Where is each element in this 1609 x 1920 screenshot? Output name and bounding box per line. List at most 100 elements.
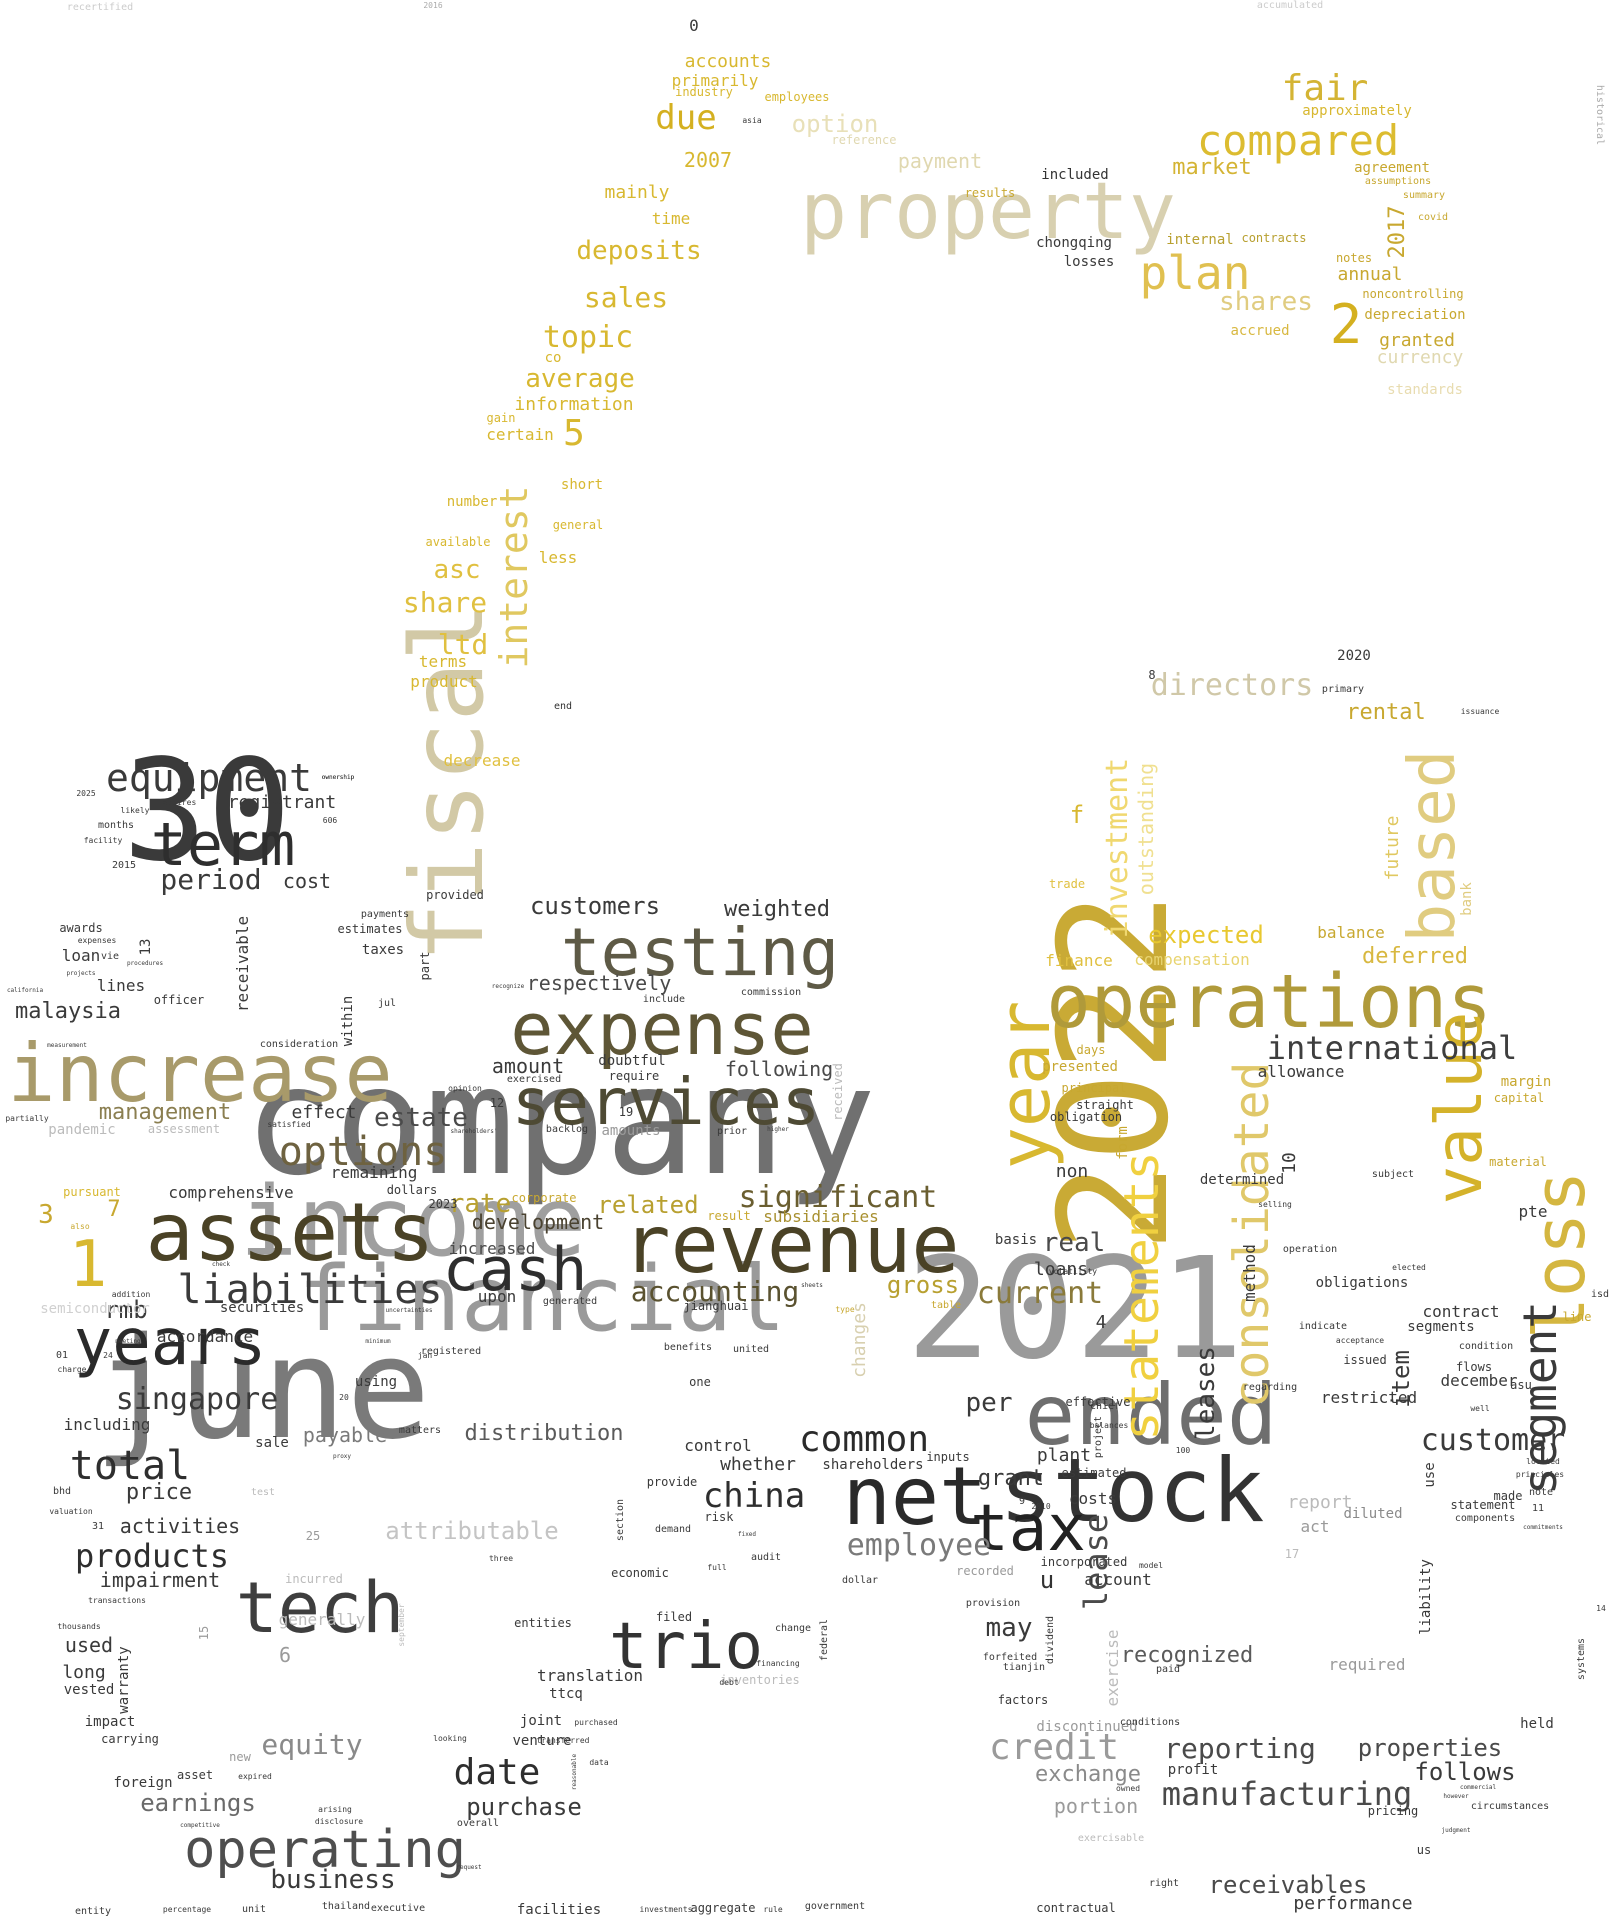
word-exercisable: exercisable [1077, 1833, 1145, 1844]
word-30: 30 [122, 730, 292, 893]
word-officer: officer [153, 993, 205, 1007]
word-rental: rental [1346, 700, 1426, 725]
word-addition: addition [111, 1290, 151, 1299]
word-also: also [70, 1222, 90, 1231]
word-accumulated: accumulated [1256, 0, 1324, 11]
word-recognized: recognized [1120, 1643, 1254, 1668]
word-long: long [62, 1662, 106, 1683]
word-business: business [270, 1865, 396, 1895]
word-exercise: exercise [1103, 1629, 1122, 1707]
word-14: 14 [1596, 1604, 1606, 1613]
word-11: 11 [1531, 1503, 1545, 1514]
word-sheets: sheets [801, 1282, 823, 1289]
word-4: 4 [1095, 1312, 1107, 1333]
word-jan: jan [417, 1351, 433, 1360]
word-expense: expense [510, 987, 814, 1071]
word-outstanding: outstanding [1134, 762, 1158, 896]
word-projects: projects [66, 970, 96, 977]
word-unit: unit [241, 1904, 267, 1915]
word-entity: entity [74, 1906, 112, 1917]
word-recognize: recognize [491, 983, 525, 990]
word-2015: 2015 [111, 860, 137, 871]
word-industry: industry [675, 85, 733, 99]
word-606: 606 [322, 816, 338, 825]
word-lines: lines [96, 976, 146, 995]
word-equity: equity [261, 1728, 363, 1761]
word-investment: investment [1100, 757, 1135, 939]
word-china: china [702, 1476, 806, 1516]
word-method: method [1240, 1244, 1259, 1302]
word-principal: principal [1061, 1081, 1127, 1095]
word-general: general [552, 518, 604, 532]
word-us: us [1416, 1843, 1432, 1857]
word-future: future [1382, 815, 1403, 881]
word-form: form [1115, 1126, 1131, 1160]
word-cost: cost [282, 869, 332, 893]
word-operating: operating [184, 1820, 466, 1880]
word-registrant: registrant [227, 792, 337, 813]
word-obligation: obligation [1049, 1110, 1123, 1124]
word-2: 2 [1329, 293, 1363, 356]
word-costs: costs [1068, 1489, 1118, 1508]
word-provision: provision [965, 1598, 1021, 1609]
word-tech: tech [235, 1567, 405, 1649]
word-related: related [597, 1191, 699, 1219]
word-three: three [488, 1554, 514, 1563]
word-elected: elected [1392, 1263, 1426, 1272]
word-5: 5 [563, 413, 585, 454]
word-thailand: thailand [321, 1901, 371, 1912]
word-certain: certain [486, 425, 554, 444]
word-comprehensive: comprehensive [168, 1183, 294, 1202]
word-1: 1 [68, 1228, 108, 1302]
word-systems: systems [1576, 1637, 1587, 1681]
word-depreciation: depreciation [1364, 307, 1466, 323]
word-annual: annual [1337, 264, 1403, 285]
word-credit: credit [988, 1727, 1120, 1768]
word-regarding: regarding [1242, 1382, 1298, 1393]
word-fixed: fixed [737, 1531, 757, 1538]
word-whether: whether [720, 1454, 796, 1475]
word-doubtful: doubtful [598, 1053, 666, 1069]
word-united: united [732, 1344, 770, 1355]
word-facility: facility [83, 836, 123, 845]
word-backlog: backlog [545, 1124, 589, 1135]
word-10: 10 [1279, 1152, 1300, 1174]
word-due: due [655, 98, 717, 138]
word-inputs: inputs [926, 1450, 970, 1464]
word-6: 6 [278, 1643, 292, 1667]
word-new: new [229, 1750, 251, 1764]
word-8: 8 [1148, 668, 1156, 682]
word-presented: presented [1042, 1059, 1118, 1075]
word-disclosure: disclosure [314, 1817, 364, 1826]
word-charge: charge [57, 1365, 87, 1374]
word-provide: provide [646, 1475, 698, 1489]
word-income: income [239, 1166, 587, 1278]
word-company: company [243, 1035, 877, 1209]
word-directors: directors [1150, 668, 1314, 703]
word-covid: covid [1417, 212, 1449, 223]
word-paid: paid [1155, 1664, 1181, 1675]
word-revenue: revenue [622, 1198, 960, 1291]
word-carrying: carrying [101, 1732, 159, 1746]
word-subsidiaries: subsidiaries [763, 1207, 879, 1226]
word-reporting: reporting [1164, 1732, 1316, 1765]
word-customer: customer [1420, 1423, 1566, 1458]
word-plant: plant [1036, 1445, 1092, 1466]
word-estimated: estimated [1061, 1466, 1127, 1480]
word-inventories: inventories [720, 1673, 800, 1687]
word-fair: fair [1281, 68, 1369, 109]
word-dividend: dividend [1045, 1615, 1056, 1665]
word-terms: terms [418, 652, 468, 671]
word-plan: plan [1139, 246, 1251, 300]
word-well: well [1470, 1404, 1490, 1413]
word-ltd: ltd [437, 628, 489, 661]
word-estimates: estimates [337, 922, 403, 936]
word-agreement: agreement [1354, 160, 1430, 176]
word-singapore: singapore [115, 1382, 279, 1417]
word-consideration: consideration [259, 1039, 339, 1050]
word-compensation: compensation [1134, 950, 1250, 969]
word-f: f [1069, 801, 1085, 829]
word-2023: 2023 [428, 1197, 458, 1211]
word-ended: ended [1024, 1366, 1278, 1464]
word-recertified: recertified [66, 2, 134, 13]
